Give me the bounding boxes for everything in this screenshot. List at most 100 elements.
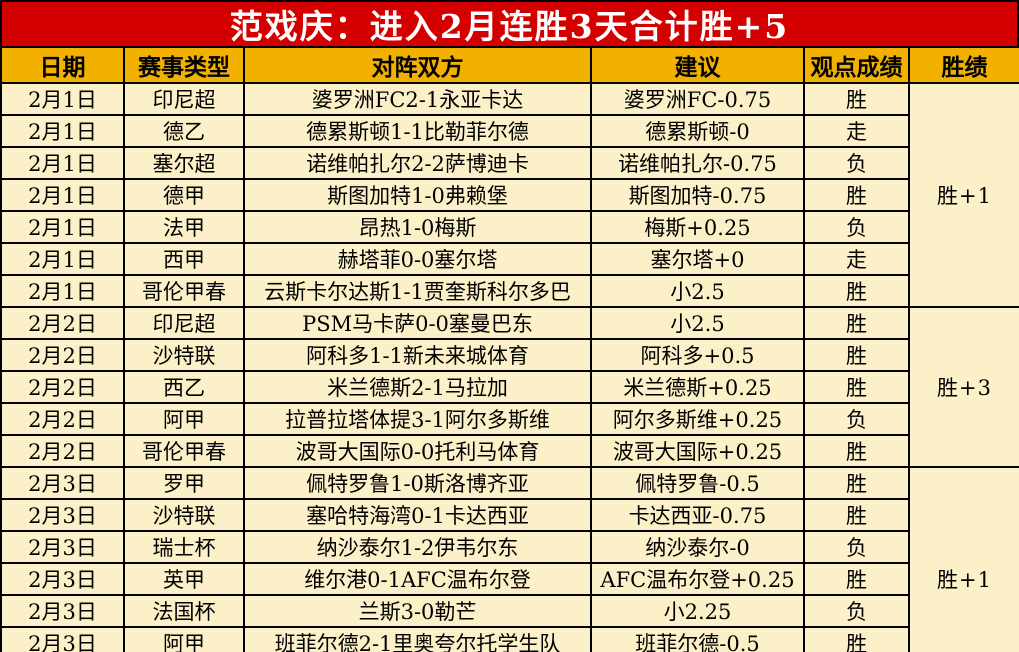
result-cell: 负 — [803, 594, 910, 628]
tip-cell: 塞尔塔+0 — [590, 242, 805, 276]
match-cell: 班菲尔德2-1里奥夸尔托学生队 — [243, 626, 592, 652]
date-cell: 2月2日 — [0, 402, 125, 436]
table-row: 2月3日 瑞士杯 纳沙泰尔1-2伊韦尔东 纳沙泰尔-0 负 — [0, 530, 1019, 564]
tip-cell: 小2.5 — [590, 274, 805, 308]
match-cell: 维尔港0-1AFC温布尔登 — [243, 562, 592, 596]
match-cell: 斯图加特1-0弗赖堡 — [243, 178, 592, 212]
date-cell: 2月2日 — [0, 434, 125, 468]
result-cell: 胜 — [803, 338, 910, 372]
league-cell: 塞尔超 — [123, 146, 245, 180]
table-row: 2月2日 印尼超 PSM马卡萨0-0塞曼巴东 小2.5 胜胜+3 — [0, 306, 1019, 468]
tip-cell: 诺维帕扎尔-0.75 — [590, 146, 805, 180]
date-cell: 2月1日 — [0, 114, 125, 148]
record-group-cell: 胜+1 — [908, 466, 1019, 652]
tip-cell: 小2.25 — [590, 594, 805, 628]
table-row: 2月3日 沙特联 塞哈特海湾0-1卡达西亚 卡达西亚-0.75 胜 — [0, 498, 1019, 532]
date-cell: 2月3日 — [0, 626, 125, 652]
result-cell: 胜 — [803, 274, 910, 308]
league-cell: 西甲 — [123, 242, 245, 276]
match-cell: PSM马卡萨0-0塞曼巴东 — [243, 306, 592, 340]
league-cell: 阿甲 — [123, 402, 245, 436]
table-row: 2月1日 塞尔超 诺维帕扎尔2-2萨博迪卡 诺维帕扎尔-0.75 负 — [0, 146, 1019, 180]
league-cell: 阿甲 — [123, 626, 245, 652]
league-cell: 哥伦甲春 — [123, 274, 245, 308]
result-cell: 胜 — [803, 466, 910, 500]
league-cell: 罗甲 — [123, 466, 245, 500]
league-cell: 西乙 — [123, 370, 245, 404]
league-cell: 法甲 — [123, 210, 245, 244]
league-cell: 英甲 — [123, 562, 245, 596]
match-cell: 阿科多1-1新未来城体育 — [243, 338, 592, 372]
date-cell: 2月3日 — [0, 498, 125, 532]
table-row: 2月1日 哥伦甲春 云斯卡尔达斯1-1贾奎斯科尔多巴 小2.5 胜 — [0, 274, 1019, 308]
result-cell: 胜 — [803, 434, 910, 468]
table-row: 2月3日 法国杯 兰斯3-0勒芒 小2.25 负 — [0, 594, 1019, 628]
result-cell: 胜 — [803, 306, 910, 340]
match-cell: 塞哈特海湾0-1卡达西亚 — [243, 498, 592, 532]
date-cell: 2月1日 — [0, 146, 125, 180]
match-cell: 昂热1-0梅斯 — [243, 210, 592, 244]
tip-cell: 波哥大国际+0.25 — [590, 434, 805, 468]
date-cell: 2月1日 — [0, 82, 125, 116]
date-cell: 2月3日 — [0, 466, 125, 500]
col-header-match: 对阵双方 — [243, 46, 592, 84]
tip-cell: 阿科多+0.5 — [590, 338, 805, 372]
league-cell: 沙特联 — [123, 338, 245, 372]
table-row: 2月2日 阿甲 拉普拉塔体提3-1阿尔多斯维 阿尔多斯维+0.25 负 — [0, 402, 1019, 436]
date-cell: 2月1日 — [0, 178, 125, 212]
league-cell: 印尼超 — [123, 82, 245, 116]
match-cell: 诺维帕扎尔2-2萨博迪卡 — [243, 146, 592, 180]
result-cell: 胜 — [803, 370, 910, 404]
table-row: 2月2日 沙特联 阿科多1-1新未来城体育 阿科多+0.5 胜 — [0, 338, 1019, 372]
tips-table: 日期 赛事类型 对阵双方 建议 观点成绩 胜绩 2月1日 印尼超 婆罗洲FC2-1永… — [0, 46, 1019, 652]
league-cell: 德乙 — [123, 114, 245, 148]
table-body: 2月1日 印尼超 婆罗洲FC2-1永亚卡达 婆罗洲FC-0.75 胜胜+1 2月1日 德乙德… — [0, 82, 1019, 652]
table-row: 2月1日 法甲 昂热1-0梅斯 梅斯+0.25 负 — [0, 210, 1019, 244]
match-cell: 佩特罗鲁1-0斯洛博齐亚 — [243, 466, 592, 500]
table-row: 2月1日 德甲 斯图加特1-0弗赖堡 斯图加特-0.75 胜 — [0, 178, 1019, 212]
tip-cell: 阿尔多斯维+0.25 — [590, 402, 805, 436]
result-cell: 胜 — [803, 626, 910, 652]
tip-cell: 斯图加特-0.75 — [590, 178, 805, 212]
league-cell: 沙特联 — [123, 498, 245, 532]
record-group-cell: 胜+1 — [908, 82, 1019, 308]
league-cell: 法国杯 — [123, 594, 245, 628]
tip-cell: 德累斯顿-0 — [590, 114, 805, 148]
title-banner: 范戏庆：进入2月连胜3天合计胜+5 — [0, 0, 1019, 46]
match-cell: 赫塔菲0-0塞尔塔 — [243, 242, 592, 276]
match-cell: 兰斯3-0勒芒 — [243, 594, 592, 628]
result-cell: 走 — [803, 114, 910, 148]
league-cell: 哥伦甲春 — [123, 434, 245, 468]
tip-cell: 梅斯+0.25 — [590, 210, 805, 244]
result-cell: 负 — [803, 210, 910, 244]
col-header-date: 日期 — [0, 46, 125, 84]
date-cell: 2月1日 — [0, 210, 125, 244]
header-row: 日期 赛事类型 对阵双方 建议 观点成绩 胜绩 — [0, 46, 1019, 84]
result-cell: 胜 — [803, 498, 910, 532]
col-header-league: 赛事类型 — [123, 46, 245, 84]
date-cell: 2月1日 — [0, 274, 125, 308]
table-row: 2月2日 哥伦甲春 波哥大国际0-0托利马体育 波哥大国际+0.25 胜 — [0, 434, 1019, 468]
match-cell: 纳沙泰尔1-2伊韦尔东 — [243, 530, 592, 564]
date-cell: 2月2日 — [0, 370, 125, 404]
result-cell: 胜 — [803, 178, 910, 212]
tip-cell: 佩特罗鲁-0.5 — [590, 466, 805, 500]
date-cell: 2月3日 — [0, 594, 125, 628]
tip-cell: AFC温布尔登+0.25 — [590, 562, 805, 596]
tip-cell: 婆罗洲FC-0.75 — [590, 82, 805, 116]
result-cell: 胜 — [803, 562, 910, 596]
table-row: 2月3日 阿甲 班菲尔德2-1里奥夸尔托学生队 班菲尔德-0.5 胜 — [0, 626, 1019, 652]
page-title: 范戏庆：进入2月连胜3天合计胜+5 — [229, 7, 790, 46]
date-cell: 2月1日 — [0, 242, 125, 276]
match-cell: 德累斯顿1-1比勒菲尔德 — [243, 114, 592, 148]
match-cell: 米兰德斯2-1马拉加 — [243, 370, 592, 404]
league-cell: 德甲 — [123, 178, 245, 212]
table-row: 2月1日 德乙 德累斯顿1-1比勒菲尔德 德累斯顿-0 走 — [0, 114, 1019, 148]
result-cell: 负 — [803, 146, 910, 180]
tip-cell: 小2.5 — [590, 306, 805, 340]
date-cell: 2月3日 — [0, 530, 125, 564]
date-cell: 2月2日 — [0, 306, 125, 340]
date-cell: 2月2日 — [0, 338, 125, 372]
result-cell: 胜 — [803, 82, 910, 116]
